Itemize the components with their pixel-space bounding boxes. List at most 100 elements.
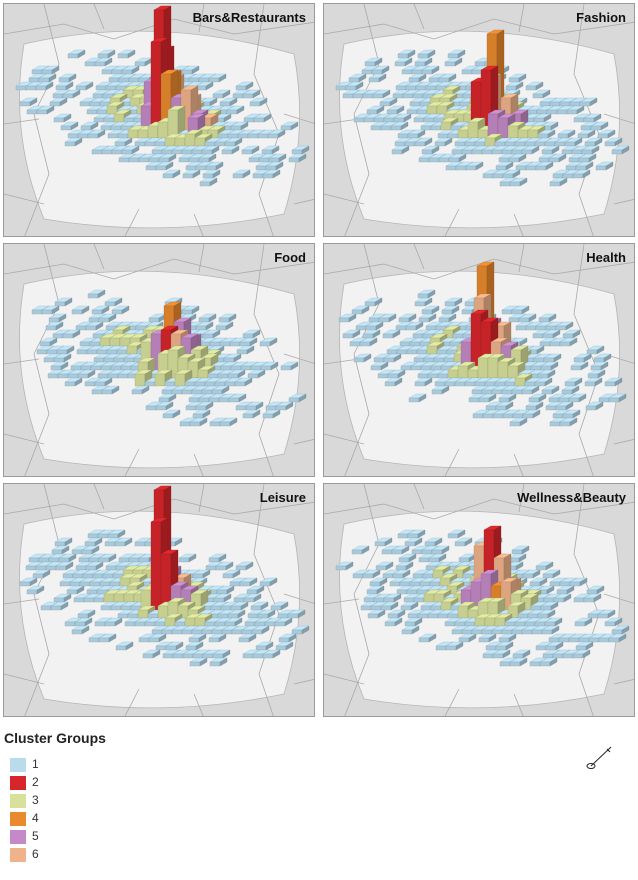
district-boundary [193, 453, 204, 476]
density-cell-cluster-1 [158, 153, 177, 163]
map-panel-leisure[interactable]: Leisure [3, 483, 315, 717]
density-cell-cluster-1 [262, 169, 281, 179]
density-cell-cluster-1 [80, 121, 99, 131]
map-canvas [324, 484, 634, 716]
density-cell-cluster-1 [351, 305, 370, 315]
panel-title: Health [586, 250, 626, 265]
density-cell-cluster-1 [262, 409, 281, 419]
density-cell-cluster-1 [348, 73, 367, 83]
density-cell-cluster-1 [236, 345, 255, 355]
density-cell-cluster-1 [509, 177, 528, 187]
map-panel-food[interactable]: Food [3, 243, 315, 477]
map-panel-fashion[interactable]: Fashion [323, 3, 635, 237]
district-boundary [613, 439, 634, 445]
density-cell-cluster-1 [227, 609, 246, 619]
district-boundary [198, 4, 205, 33]
density-cell-cluster-1 [364, 57, 383, 67]
density-cell-cluster-1 [404, 537, 423, 547]
density-cell-cluster-1 [572, 649, 591, 659]
density-cell-cluster-1 [564, 377, 583, 387]
density-cell-cluster-1 [579, 97, 598, 107]
density-cell-cluster-1 [525, 401, 544, 411]
density-cell-cluster-1 [239, 577, 258, 587]
density-cell-cluster-1 [444, 57, 463, 67]
density-cell-cluster-1 [245, 401, 264, 411]
density-cell-cluster-1 [400, 601, 419, 611]
density-cell-cluster-1 [247, 369, 266, 379]
density-cell-cluster-1 [583, 593, 602, 603]
density-cell-cluster-1 [77, 609, 96, 619]
density-cell-cluster-1 [364, 297, 383, 307]
density-cell-cluster-1 [280, 121, 299, 131]
density-cell-cluster-1 [578, 153, 597, 163]
density-cell-cluster-1 [62, 89, 81, 99]
density-cell-cluster-1 [162, 409, 181, 419]
density-cell-cluster-1 [215, 561, 234, 571]
density-cell-cluster-1 [541, 625, 560, 635]
density-cell-cluster-1 [369, 577, 388, 587]
density-cell-cluster-1 [228, 393, 247, 403]
legend-item-1: 1 [10, 756, 90, 774]
district-boundary [603, 593, 634, 604]
legend-label: 5 [32, 829, 39, 843]
map-panel-wellness-beauty[interactable]: Wellness&Beauty [323, 483, 635, 717]
district-boundary [413, 4, 425, 30]
density-cell-cluster-1 [542, 329, 561, 339]
district-boundary [324, 598, 360, 605]
district-boundary [344, 244, 380, 476]
district-boundary [124, 448, 140, 476]
density-cell-cluster-1 [359, 337, 378, 347]
density-cell-cluster-1 [543, 353, 562, 363]
density-cell-cluster-1 [586, 585, 605, 595]
density-cell-cluster-1 [211, 385, 230, 395]
district-boundary [4, 193, 45, 205]
district-boundary [93, 4, 105, 30]
density-cell-cluster-1 [509, 657, 528, 667]
density-cell-cluster-1 [202, 169, 221, 179]
density-cell-cluster-1 [213, 113, 232, 123]
density-cell-cluster-1 [573, 353, 592, 363]
district-boundary [324, 498, 634, 520]
density-cell-cluster-1 [526, 345, 545, 355]
density-cell-cluster-1 [51, 545, 70, 555]
density-cell-cluster-1 [521, 385, 540, 395]
density-cell-cluster-1 [384, 617, 403, 627]
density-cell-cluster-1 [393, 113, 412, 123]
density-cell-cluster-1 [64, 137, 83, 147]
density-cell-cluster-1 [434, 137, 453, 147]
map-panel-bars-restaurants[interactable]: Bars&Restaurants [3, 3, 315, 237]
district-boundary [603, 113, 634, 124]
density-cell-cluster-1 [189, 417, 208, 427]
density-cell-cluster-1 [195, 401, 214, 411]
density-cell-cluster-1 [465, 161, 484, 171]
density-cell-cluster-1 [242, 89, 261, 99]
density-cell-cluster-1 [288, 153, 307, 163]
density-cell-cluster-1 [559, 337, 578, 347]
density-cell-cluster-1 [212, 649, 231, 659]
density-cell-cluster-1 [498, 633, 517, 643]
density-cell-cluster-1 [235, 561, 254, 571]
density-cell-cluster-1 [215, 321, 234, 331]
density-cell-cluster-1 [540, 121, 559, 131]
density-cell-cluster-1 [199, 177, 218, 187]
map-panel-health[interactable]: Health [323, 243, 635, 477]
panel-title: Food [274, 250, 306, 265]
density-cell-cluster-1 [371, 65, 390, 75]
density-cell-cluster-1 [535, 561, 554, 571]
density-cell-cluster-1 [611, 145, 630, 155]
density-cell-cluster-1 [478, 633, 497, 643]
density-cell-cluster-1 [62, 329, 81, 339]
density-cell-cluster-1 [537, 609, 556, 619]
density-cell-cluster-1 [568, 393, 587, 403]
density-cell-cluster-1 [608, 393, 627, 403]
district-boundary [613, 199, 634, 205]
district-boundary [124, 688, 140, 716]
density-cell-cluster-1 [525, 81, 544, 91]
legend-swatch [10, 830, 26, 844]
density-cell-cluster-1 [208, 633, 227, 643]
density-cell-cluster-1 [104, 297, 123, 307]
density-cell-cluster-1 [291, 625, 310, 635]
density-cell-cluster-1 [265, 161, 284, 171]
density-cell-cluster-3 [167, 105, 186, 139]
density-cell-cluster-1 [189, 657, 208, 667]
